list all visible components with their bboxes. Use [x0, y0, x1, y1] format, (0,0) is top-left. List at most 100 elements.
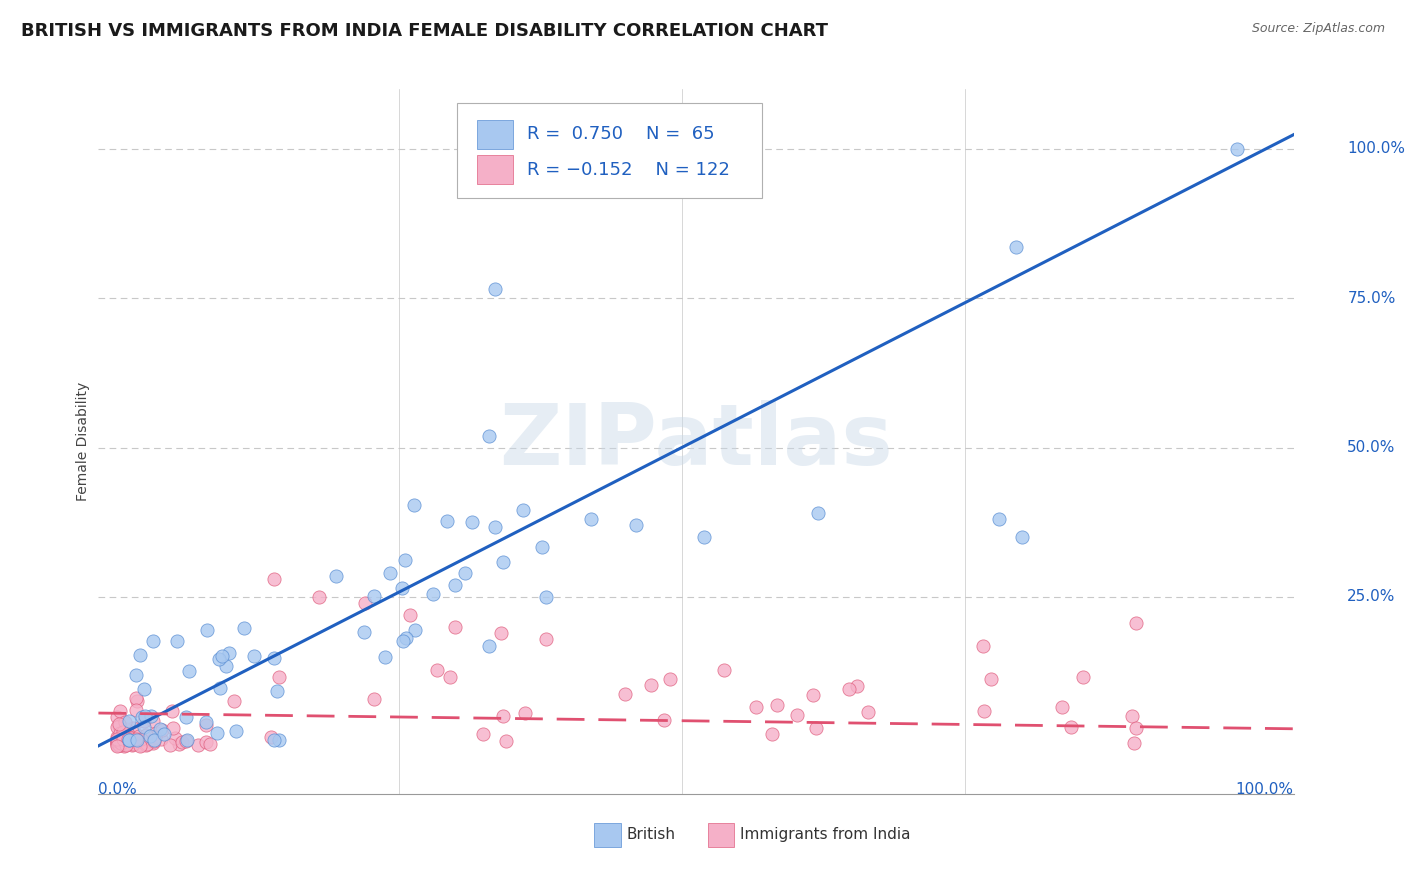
- Point: [1005, 240, 1028, 254]
- Point: [179, 664, 201, 678]
- Point: [174, 709, 197, 723]
- Point: [118, 714, 141, 728]
- Point: [114, 722, 136, 736]
- Point: [145, 726, 167, 740]
- Text: BRITISH VS IMMIGRANTS FROM INDIA FEMALE DISABILITY CORRELATION CHART: BRITISH VS IMMIGRANTS FROM INDIA FEMALE …: [21, 22, 828, 40]
- Point: [135, 738, 157, 752]
- Point: [142, 633, 165, 648]
- Point: [111, 734, 134, 748]
- Point: [135, 728, 157, 742]
- Point: [105, 730, 128, 744]
- Point: [141, 708, 163, 723]
- Point: [208, 652, 231, 666]
- Point: [121, 737, 143, 751]
- Point: [112, 731, 135, 746]
- Point: [128, 729, 150, 743]
- Point: [108, 738, 131, 752]
- Point: [115, 732, 138, 747]
- Point: [243, 648, 266, 663]
- Point: [492, 709, 515, 723]
- Point: [404, 623, 426, 637]
- Point: [110, 736, 132, 750]
- Point: [640, 678, 662, 692]
- Point: [142, 714, 165, 728]
- Point: [105, 736, 128, 750]
- Point: [134, 709, 156, 723]
- Point: [118, 731, 141, 745]
- Point: [1125, 616, 1147, 631]
- Point: [308, 590, 330, 604]
- Point: [761, 727, 783, 741]
- Point: [195, 714, 218, 729]
- Bar: [709, 822, 734, 847]
- Point: [131, 733, 153, 747]
- Point: [460, 515, 482, 529]
- Point: [108, 734, 131, 748]
- Point: [118, 730, 141, 744]
- Point: [125, 668, 148, 682]
- Point: [125, 732, 148, 747]
- Point: [531, 540, 554, 554]
- Point: [121, 737, 143, 751]
- Point: [484, 520, 506, 534]
- Bar: [477, 120, 513, 149]
- Point: [131, 710, 153, 724]
- Point: [170, 734, 193, 748]
- Point: [713, 664, 735, 678]
- Point: [422, 587, 444, 601]
- Point: [174, 734, 197, 748]
- Point: [162, 721, 184, 735]
- Point: [139, 729, 162, 743]
- Point: [534, 632, 557, 646]
- Point: [269, 733, 291, 747]
- Point: [215, 658, 238, 673]
- Point: [1011, 530, 1033, 544]
- Point: [374, 650, 396, 665]
- Point: [111, 738, 134, 752]
- Bar: [477, 154, 513, 185]
- Point: [353, 596, 375, 610]
- Point: [149, 731, 172, 746]
- Point: [125, 703, 148, 717]
- Point: [149, 722, 172, 736]
- Point: [187, 738, 209, 752]
- Text: 50.0%: 50.0%: [1347, 440, 1396, 455]
- Point: [107, 734, 129, 748]
- Point: [105, 739, 128, 753]
- Text: ZIPatlas: ZIPatlas: [499, 400, 893, 483]
- Point: [495, 734, 517, 748]
- Point: [402, 498, 425, 512]
- Point: [110, 705, 132, 719]
- Point: [117, 726, 139, 740]
- Point: [263, 651, 285, 665]
- Point: [478, 428, 501, 442]
- Point: [492, 555, 515, 569]
- Point: [122, 721, 145, 735]
- Point: [1226, 142, 1249, 156]
- Text: 100.0%: 100.0%: [1347, 142, 1406, 156]
- Text: 75.0%: 75.0%: [1347, 291, 1396, 306]
- Point: [512, 503, 534, 517]
- Point: [209, 681, 232, 696]
- Point: [1060, 720, 1083, 734]
- Point: [107, 734, 129, 748]
- Point: [693, 530, 716, 544]
- Point: [111, 731, 134, 746]
- Point: [233, 621, 256, 635]
- Point: [124, 734, 146, 748]
- Point: [159, 738, 181, 752]
- Text: R = −0.152    N = 122: R = −0.152 N = 122: [527, 161, 730, 179]
- Point: [105, 733, 128, 747]
- Point: [120, 731, 142, 746]
- Point: [260, 731, 283, 745]
- Point: [444, 578, 467, 592]
- Point: [807, 506, 830, 520]
- Point: [472, 727, 495, 741]
- Point: [222, 694, 245, 708]
- Point: [267, 670, 290, 684]
- Point: [117, 731, 139, 746]
- Text: 100.0%: 100.0%: [1236, 782, 1294, 797]
- Text: R =  0.750    N =  65: R = 0.750 N = 65: [527, 125, 716, 143]
- Point: [195, 735, 218, 749]
- Point: [444, 620, 467, 634]
